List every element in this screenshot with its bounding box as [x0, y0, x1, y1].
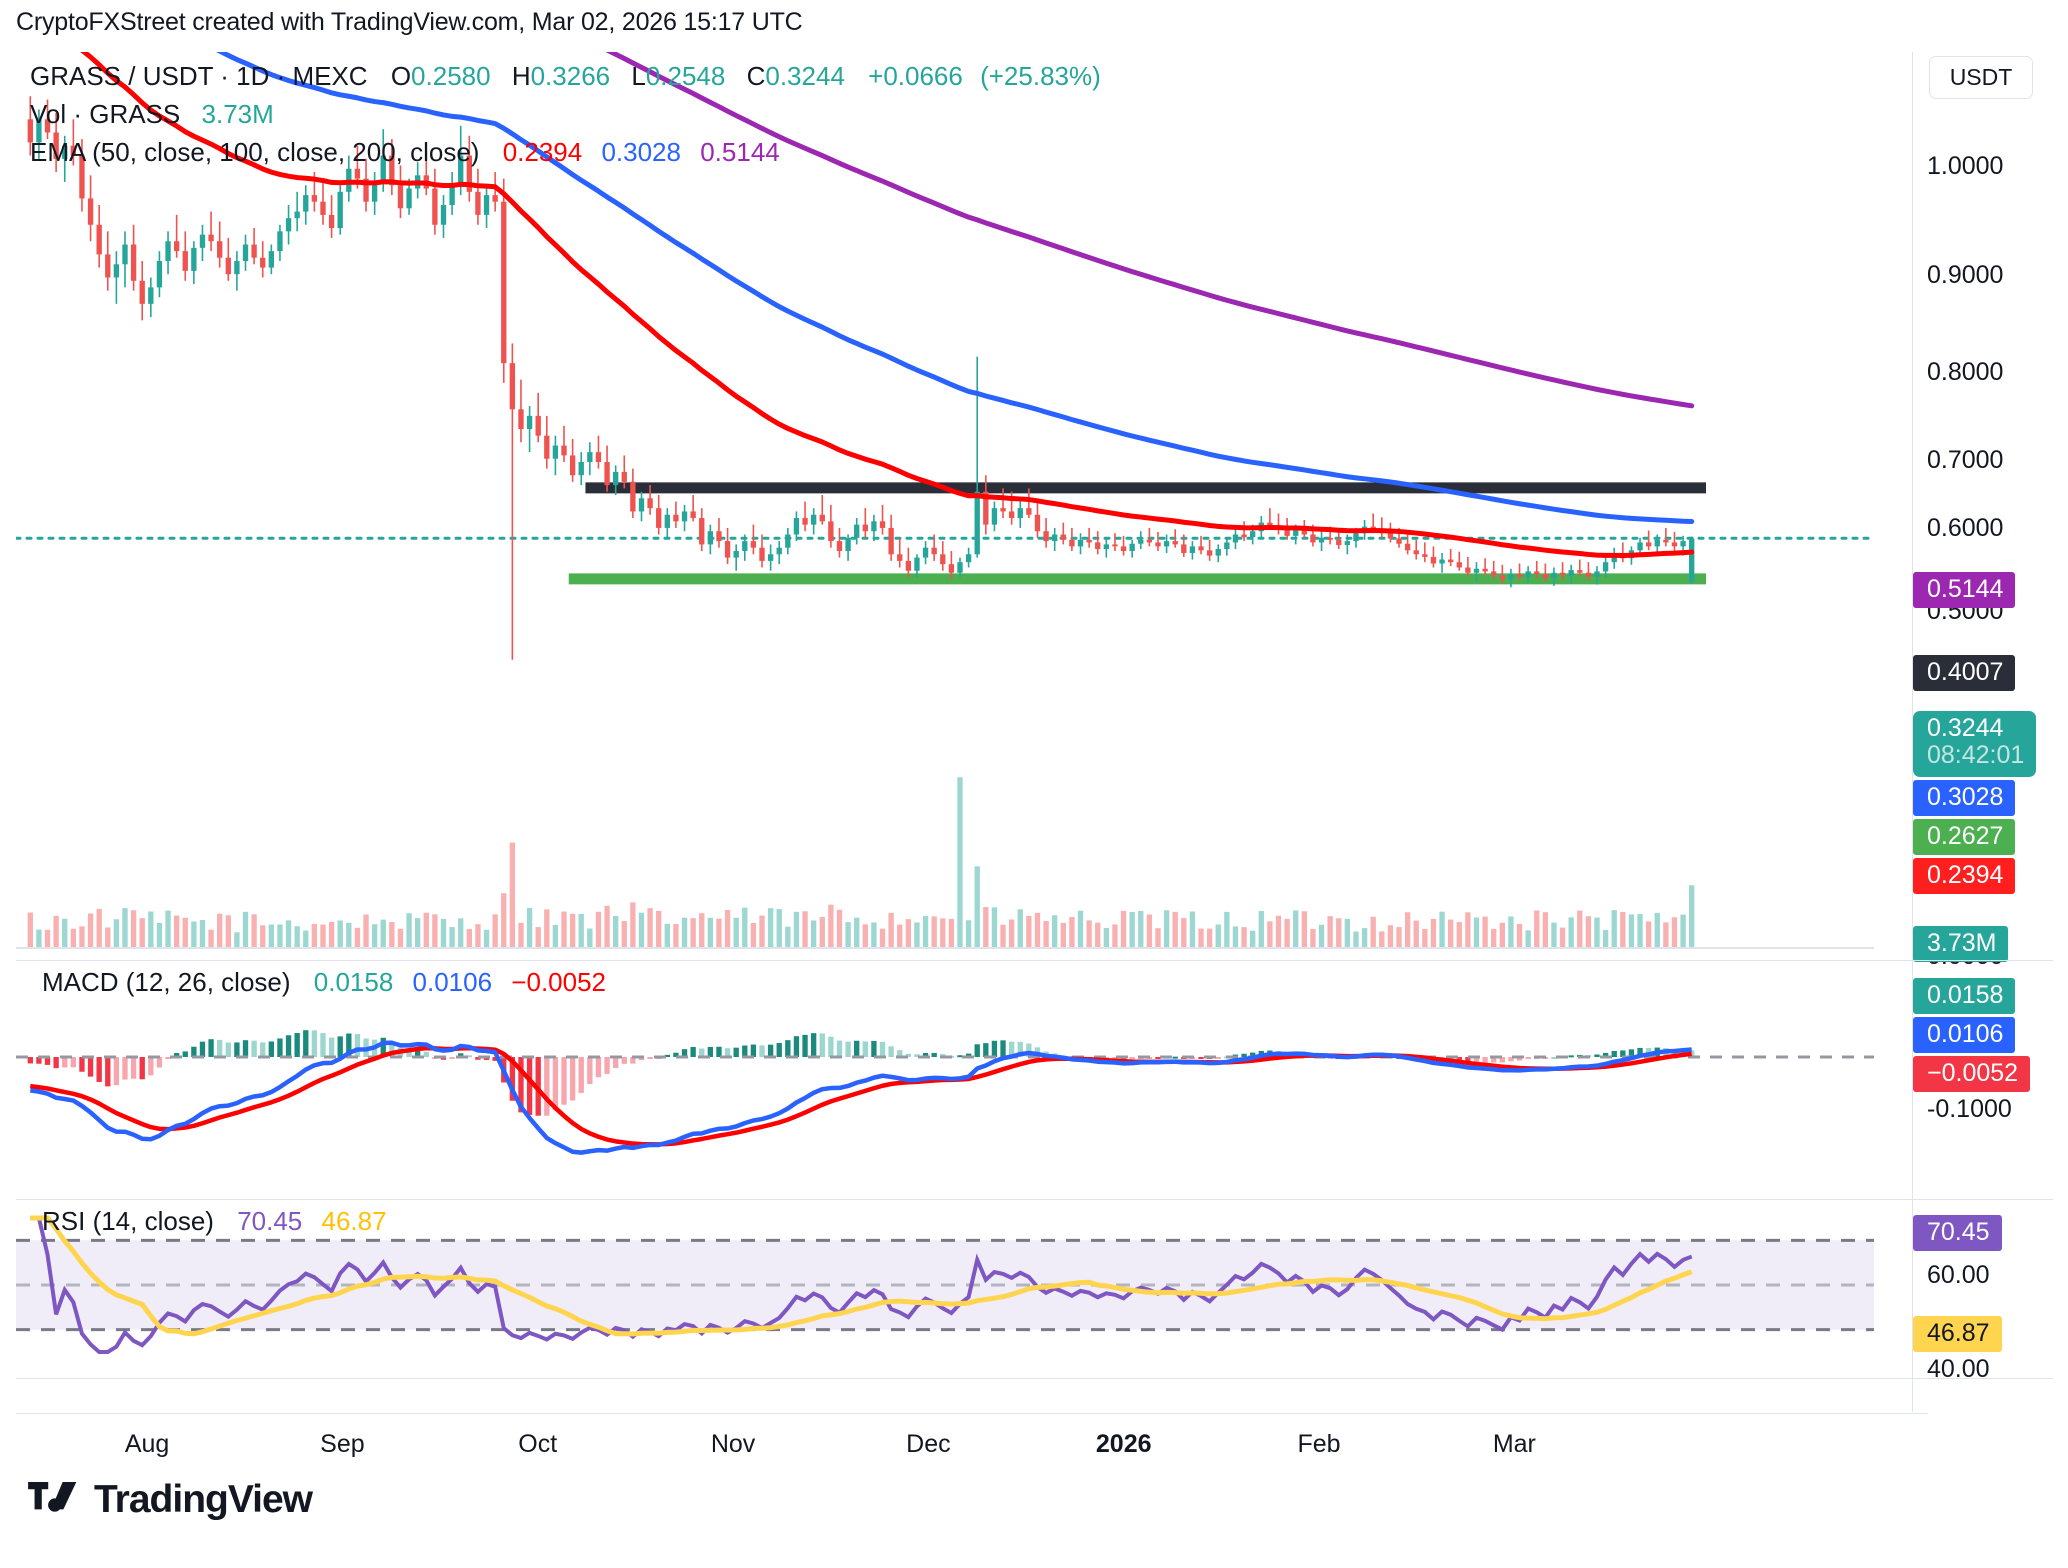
price-scale[interactable]: USDT 1.0000 0.9000 0.8000 0.7000 0.6000 … [1912, 52, 2053, 1412]
rsi-pane[interactable]: RSI (14, close) 70.45 46.87 [16, 1200, 1928, 1378]
price-pane[interactable]: GRASS / USDT · 1D · MEXC O0.2580 H0.3266… [16, 52, 1928, 960]
pane-divider-rsi [16, 1199, 1928, 1200]
time-label-feb: Feb [1297, 1430, 1341, 1458]
tradingview-wordmark: TradingView [94, 1478, 313, 1521]
macd-pane[interactable]: MACD (12, 26, close) 0.0158 0.0106 −0.00… [16, 961, 1928, 1199]
time-axis[interactable]: Aug Sep Oct Nov Dec 2026 Feb Mar [16, 1413, 1928, 1475]
price-tick-1: 1.0000 [1927, 152, 2004, 180]
volume-badge: 3.73M [1913, 926, 2009, 962]
ema200-price-badge: 0.5144 [1913, 572, 2016, 608]
rsi-ma-badge: 46.87 [1913, 1316, 2002, 1352]
price-svg [16, 52, 1874, 949]
chart-canvas-area[interactable]: GRASS / USDT · 1D · MEXC O0.2580 H0.3266… [16, 52, 1928, 1412]
attribution-text: CryptoFXStreet created with TradingView.… [16, 8, 803, 36]
pane-divider-macd [16, 960, 1928, 961]
last-price-countdown: 08:42:01 [1927, 741, 2025, 769]
resistance-price-badge: 0.4007 [1913, 655, 2016, 691]
macd-hist-badge: 0.0158 [1913, 978, 2016, 1014]
macd-svg [16, 1030, 1874, 1155]
tradingview-logo: TradingView [28, 1478, 313, 1522]
ema100-price-badge: 0.3028 [1913, 780, 2016, 816]
rsi-badge: 70.45 [1913, 1215, 2002, 1251]
time-label-aug: Aug [124, 1430, 170, 1458]
rsi-tick-40: 40.00 [1927, 1355, 1990, 1383]
scale-divider-macd [1913, 960, 2053, 961]
macd-signal-badge: −0.0052 [1913, 1056, 2031, 1092]
price-tick-5: 0.6000 [1927, 514, 2004, 542]
time-label-mar: Mar [1492, 1430, 1536, 1458]
scale-divider-rsi [1913, 1199, 2053, 1200]
currency-chip[interactable]: USDT [1929, 56, 2033, 99]
pane-divider-bottom [16, 1378, 1928, 1379]
price-plot[interactable] [16, 52, 1874, 960]
time-label-nov: Nov [710, 1430, 756, 1458]
time-label-sep: Sep [320, 1430, 365, 1458]
last-price-value: 0.3244 [1927, 714, 2004, 742]
scale-divider-bottom [1913, 1378, 2053, 1379]
time-label-dec: Dec [906, 1430, 951, 1458]
rsi-svg [16, 1215, 1874, 1354]
macd-tick-1: -0.1000 [1927, 1095, 2012, 1123]
last-price-badge: 0.3244 08:42:01 [1913, 711, 2037, 777]
rsi-tick-60: 60.00 [1927, 1261, 1990, 1289]
tradingview-mark-icon [28, 1482, 77, 1512]
time-label-2026: 2026 [1095, 1430, 1152, 1458]
ema50-price-badge: 0.2394 [1913, 858, 2016, 894]
time-label-oct: Oct [518, 1430, 558, 1458]
macd-line-badge: 0.0106 [1913, 1017, 2016, 1053]
price-tick-2: 0.9000 [1927, 261, 2004, 289]
price-tick-3: 0.8000 [1927, 358, 2004, 386]
rsi-plot[interactable] [16, 1200, 1874, 1378]
macd-plot[interactable] [16, 961, 1874, 1199]
price-tick-4: 0.7000 [1927, 446, 2004, 474]
support-price-badge: 0.2627 [1913, 819, 2016, 855]
